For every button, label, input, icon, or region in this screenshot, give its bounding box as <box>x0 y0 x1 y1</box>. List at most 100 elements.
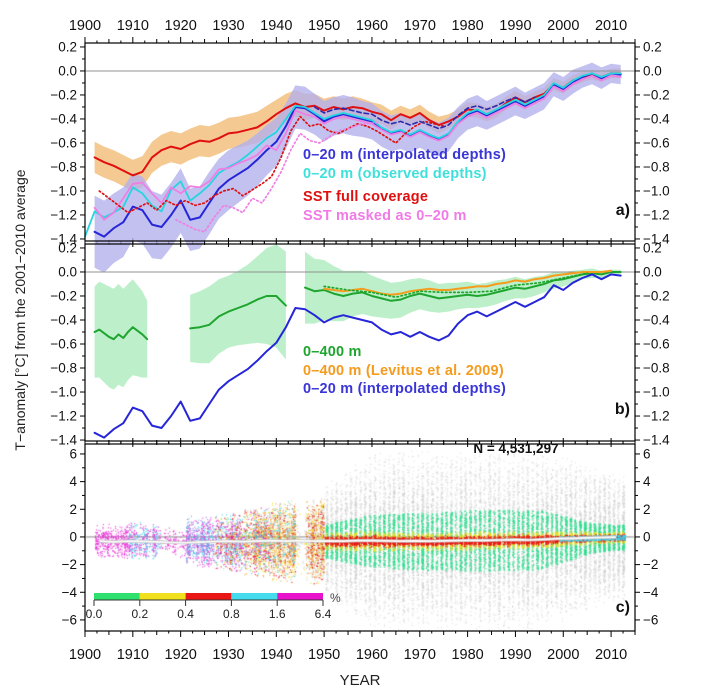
svg-text:−4: −4 <box>62 585 78 600</box>
svg-text:−0.8: −0.8 <box>643 361 670 376</box>
svg-text:−1.4: −1.4 <box>50 231 77 246</box>
svg-text:−6: −6 <box>643 612 658 627</box>
legend-item-sst-masked: SST masked as 0–20 m <box>303 207 467 224</box>
colorbar: 0.0 0.2 0.4 0.8 1.6 6.4 <box>86 593 332 621</box>
svg-text:0.2: 0.2 <box>131 607 148 621</box>
svg-text:−0.8: −0.8 <box>50 361 77 376</box>
svg-text:1950: 1950 <box>308 18 340 34</box>
svg-text:−1.4: −1.4 <box>643 231 670 246</box>
svg-text:0.2: 0.2 <box>643 240 662 255</box>
svg-text:2010: 2010 <box>595 647 627 663</box>
svg-text:−0.6: −0.6 <box>50 337 77 352</box>
panel-a-axes: 0.2 0.2 0.0 0.0 −0.2 −0.2 −0.4 −0.4 −0.6 −0.6 −0.8… <box>50 37 670 247</box>
panel-b-border <box>84 243 636 442</box>
svg-text:0.2: 0.2 <box>58 39 77 54</box>
svg-text:6.4: 6.4 <box>315 607 332 621</box>
svg-text:−6: −6 <box>62 612 77 627</box>
svg-text:0: 0 <box>643 529 651 544</box>
svg-text:−1.4: −1.4 <box>50 433 77 448</box>
panel-a-data <box>84 62 635 273</box>
svg-text:1900: 1900 <box>69 647 101 663</box>
svg-text:1960: 1960 <box>356 647 388 663</box>
svg-text:−1.0: −1.0 <box>643 183 670 198</box>
sample-count-label: N = 4,531,297 <box>473 441 559 456</box>
svg-text:1920: 1920 <box>165 18 197 34</box>
colorbar-unit-label: % <box>330 591 341 605</box>
svg-text:−0.4: −0.4 <box>50 312 77 327</box>
svg-text:1930: 1930 <box>212 647 244 663</box>
svg-text:1980: 1980 <box>451 18 483 34</box>
panel-c-axes: 6 6 4 4 2 2 0 0 −2 −2 −4 −4 −6 −6 <box>62 438 659 637</box>
svg-text:2010: 2010 <box>595 18 627 34</box>
svg-text:−2: −2 <box>643 557 658 572</box>
legend-panel-a: 0–20 m (interpolated depths) 0–20 m (obs… <box>303 146 506 225</box>
svg-text:1960: 1960 <box>356 18 388 34</box>
svg-text:−4: −4 <box>643 585 659 600</box>
svg-text:2000: 2000 <box>547 18 579 34</box>
legend-item-0-400m-levitus: 0–400 m (Levitus et al. 2009) <box>303 362 504 379</box>
svg-text:−0.6: −0.6 <box>643 135 670 150</box>
svg-text:−0.4: −0.4 <box>643 111 670 126</box>
svg-text:1900: 1900 <box>69 18 101 34</box>
svg-text:1.6: 1.6 <box>269 607 286 621</box>
svg-text:−1.0: −1.0 <box>50 385 77 400</box>
svg-text:1910: 1910 <box>117 647 149 663</box>
panel-b-axes: 0.2 0.2 0.0 0.0 −0.2 −0.2 −0.4 −0.4 −0.6 −0.6 −0.8… <box>50 238 670 448</box>
svg-text:1940: 1940 <box>260 647 292 663</box>
svg-text:1950: 1950 <box>308 647 340 663</box>
svg-text:1920: 1920 <box>165 647 197 663</box>
svg-text:1970: 1970 <box>404 18 436 34</box>
svg-text:−0.2: −0.2 <box>50 288 77 303</box>
svg-text:−0.4: −0.4 <box>643 312 670 327</box>
svg-text:−1.4: −1.4 <box>643 433 670 448</box>
svg-text:−0.6: −0.6 <box>643 337 670 352</box>
svg-text:−0.4: −0.4 <box>50 111 77 126</box>
svg-text:0.8: 0.8 <box>223 607 240 621</box>
svg-text:1980: 1980 <box>451 647 483 663</box>
svg-text:6: 6 <box>69 446 77 461</box>
svg-text:0.0: 0.0 <box>643 63 662 78</box>
svg-text:2: 2 <box>69 502 77 517</box>
legend-item-0-400m: 0–400 m <box>303 344 362 360</box>
x-axis-title: YEAR <box>339 672 381 689</box>
legend-item-sst-full-coverage: SST full coverage <box>303 189 429 205</box>
svg-text:0.0: 0.0 <box>643 264 662 279</box>
svg-text:0.2: 0.2 <box>643 39 662 54</box>
svg-text:2000: 2000 <box>547 647 579 663</box>
svg-text:−0.2: −0.2 <box>643 87 670 102</box>
svg-text:−0.6: −0.6 <box>50 135 77 150</box>
panel-c-border <box>84 443 636 632</box>
svg-text:1990: 1990 <box>499 18 531 34</box>
svg-text:−0.2: −0.2 <box>643 288 670 303</box>
svg-text:1910: 1910 <box>117 18 149 34</box>
svg-text:1970: 1970 <box>404 647 436 663</box>
svg-text:0.2: 0.2 <box>58 240 77 255</box>
svg-text:1990: 1990 <box>499 647 531 663</box>
svg-text:0: 0 <box>69 529 77 544</box>
svg-text:−0.8: −0.8 <box>50 159 77 174</box>
svg-text:−1.2: −1.2 <box>50 207 77 222</box>
svg-text:0.4: 0.4 <box>177 607 194 621</box>
panel-a-letter: a) <box>615 202 630 219</box>
svg-text:−1.2: −1.2 <box>50 409 77 424</box>
svg-text:0.0: 0.0 <box>58 63 77 78</box>
legend-item-0-20m-interpolated: 0–20 m (interpolated depths) <box>303 147 506 163</box>
y-axis-title: T−anomaly [°C] from the 2001−2010 averag… <box>12 169 28 451</box>
svg-text:4: 4 <box>643 474 651 489</box>
svg-text:−1.2: −1.2 <box>643 207 670 222</box>
legend-item-0-20m-observed: 0–20 m (observed depths) <box>303 165 487 182</box>
svg-text:0.0: 0.0 <box>58 264 77 279</box>
svg-text:1940: 1940 <box>260 18 292 34</box>
legend-item-0-20m-interpolated-b: 0–20 m (interpolated depths) <box>303 381 506 397</box>
panel-b-letter: b) <box>614 401 630 418</box>
svg-text:0.0: 0.0 <box>86 607 103 621</box>
svg-text:−0.8: −0.8 <box>643 159 670 174</box>
panel-b-data <box>85 244 635 439</box>
legend-panel-b: 0–400 m 0–400 m (Levitus et al. 2009) 0–… <box>303 343 506 399</box>
svg-text:−1.2: −1.2 <box>643 409 670 424</box>
svg-text:−0.2: −0.2 <box>50 87 77 102</box>
svg-text:4: 4 <box>69 474 77 489</box>
svg-text:−1.0: −1.0 <box>50 183 77 198</box>
